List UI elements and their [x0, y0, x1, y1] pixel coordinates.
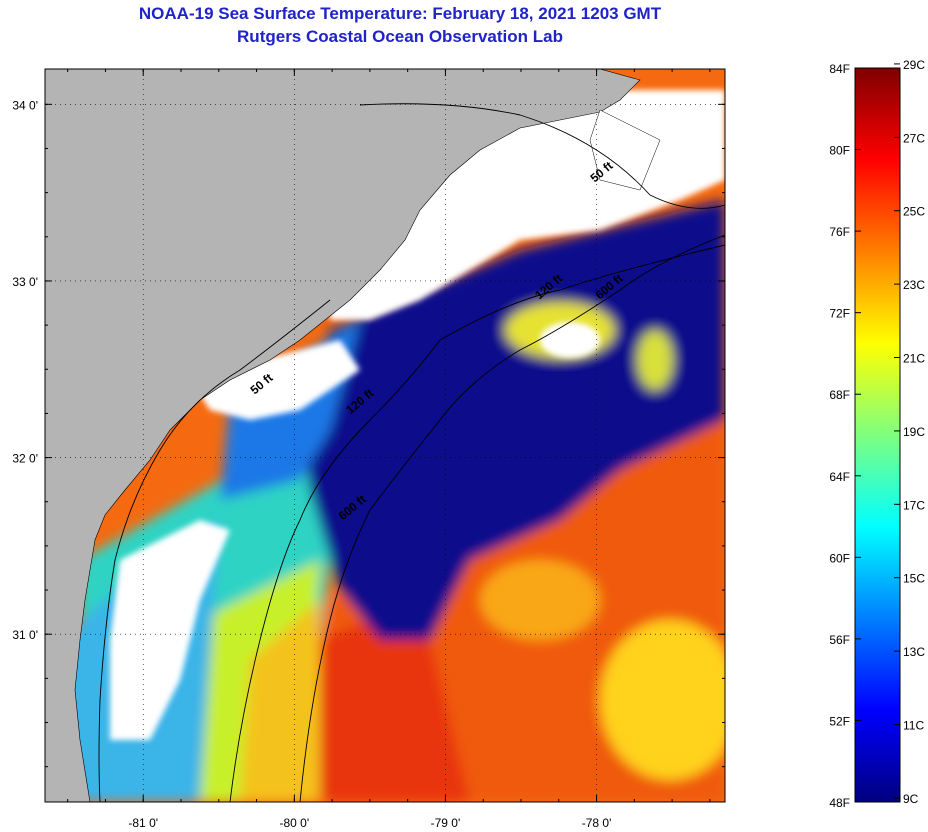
lon-tick-label: -79 0'	[431, 816, 461, 830]
colorbar-f-label: 68F	[829, 388, 850, 402]
chart-title: NOAA-19 Sea Surface Temperature: Februar…	[138, 4, 662, 23]
colorbar-f-label: 52F	[829, 714, 850, 728]
cloud-mid	[190, 340, 360, 420]
colorbar-f-label: 64F	[829, 470, 850, 484]
colorbar-f-label: 84F	[829, 62, 850, 76]
colorbar-c-label: 21C	[903, 352, 925, 366]
lat-tick-label: 31 0'	[12, 628, 38, 642]
colorbar-ticks: 84F 80F 76F 72F 68F 64F 60F 56F 52F 48F 29C 27C 25C 2…	[829, 58, 925, 810]
colorbar-c-label: 13C	[903, 645, 925, 659]
map-axes: -81 0' -80 0' -79 0' -78 0' 34 0' 33 0' 32 0' 3…	[12, 69, 725, 830]
colorbar-f-label: 76F	[829, 225, 850, 239]
gulf-stream-core	[318, 600, 470, 802]
lat-lon-grid	[45, 69, 725, 802]
colorbar-c-label: 17C	[903, 498, 925, 512]
colorbar-c-label: 19C	[903, 425, 925, 439]
contour-600ft	[299, 234, 725, 802]
colorbar-f-label: 60F	[829, 551, 850, 565]
contour-120ft-north	[439, 244, 725, 341]
contour-120ft-south	[229, 339, 441, 802]
contour-50ft-north	[359, 103, 725, 209]
colorbar-c-label: 23C	[903, 278, 925, 292]
cold-water-mass	[300, 200, 725, 640]
colorbar-c-label: 11C	[903, 719, 924, 733]
warm-filament	[480, 560, 600, 640]
colorbar-ramp	[854, 67, 901, 803]
colorbar-f-label: 80F	[829, 144, 850, 158]
colorbar-c-label: 15C	[903, 572, 925, 586]
cloud-south	[110, 520, 230, 740]
colorbar-f-label: 48F	[829, 796, 850, 810]
colorbar-c-label: 29C	[903, 58, 925, 72]
cloud-patch-3	[540, 322, 600, 358]
lon-tick-label: -80 0'	[280, 816, 310, 830]
shelf-break-water	[240, 600, 320, 802]
chart-subtitle: Rutgers Coastal Ocean Observation Lab	[237, 27, 563, 46]
colorbar-f-label: 56F	[829, 633, 850, 647]
lon-tick-label: -81 0'	[128, 816, 158, 830]
colorbar-c-label: 9C	[903, 792, 919, 806]
lat-tick-label: 33 0'	[12, 275, 38, 289]
land-mass	[45, 69, 641, 802]
map-frame	[44, 68, 726, 803]
lon-tick-label: -78 0'	[582, 816, 612, 830]
coastal-bay	[589, 109, 661, 191]
bathymetry-contours	[98, 103, 725, 802]
colorbar-f-label: 72F	[829, 307, 850, 321]
colorbar-c-label: 25C	[903, 205, 925, 219]
warm-patch-east	[637, 330, 673, 390]
lat-tick-label: 34 0'	[12, 98, 38, 112]
contour-50ft-south	[98, 299, 331, 802]
warm-eddy	[600, 620, 725, 780]
lat-tick-label: 32 0'	[12, 452, 38, 466]
colorbar-c-label: 27C	[903, 131, 925, 145]
